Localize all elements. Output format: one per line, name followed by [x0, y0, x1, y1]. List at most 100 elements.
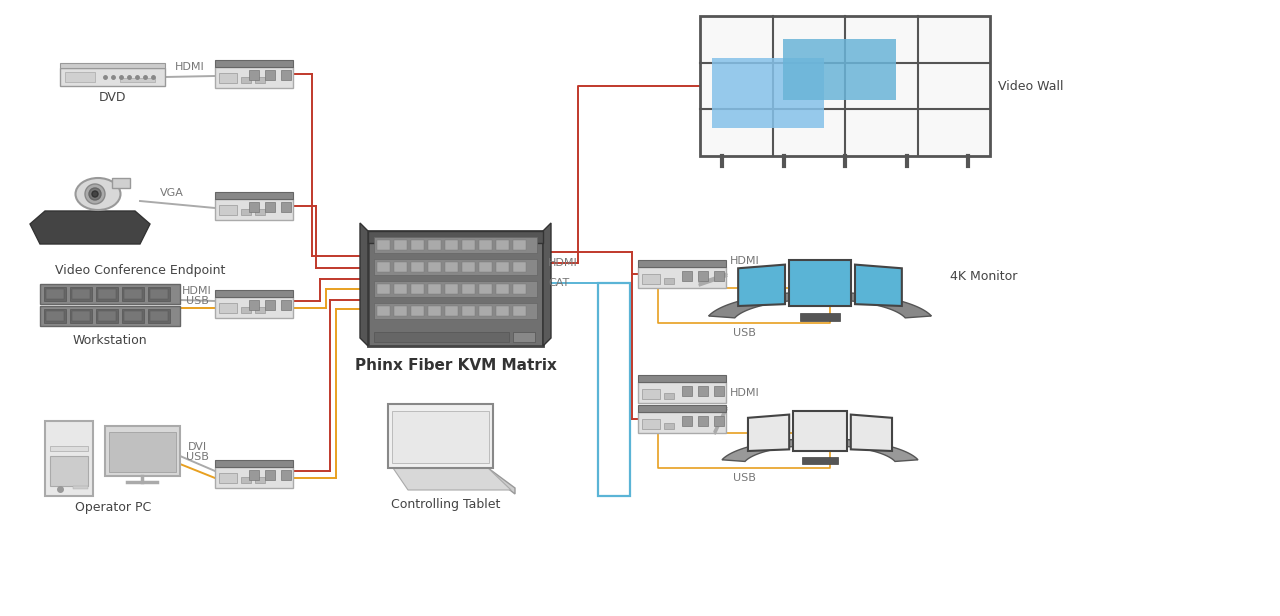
- Bar: [513, 306, 526, 316]
- Text: USB: USB: [732, 328, 755, 338]
- Bar: [428, 240, 442, 250]
- Bar: [96, 309, 118, 323]
- Bar: [445, 284, 458, 294]
- Bar: [394, 306, 407, 316]
- Polygon shape: [709, 292, 932, 318]
- Text: Video Conference Endpoint: Video Conference Endpoint: [55, 264, 225, 277]
- Bar: [96, 287, 118, 301]
- Bar: [378, 284, 390, 294]
- Bar: [150, 311, 168, 321]
- Bar: [462, 306, 475, 316]
- Bar: [282, 300, 291, 310]
- Bar: [479, 240, 492, 250]
- Text: USB: USB: [186, 452, 209, 462]
- Bar: [378, 240, 390, 250]
- Bar: [714, 271, 724, 281]
- Bar: [698, 271, 708, 281]
- Bar: [392, 411, 489, 463]
- Polygon shape: [855, 265, 902, 306]
- Bar: [394, 284, 407, 294]
- Bar: [282, 70, 291, 80]
- Bar: [215, 460, 293, 467]
- Bar: [411, 306, 424, 316]
- Bar: [479, 306, 492, 316]
- Bar: [255, 307, 265, 313]
- Bar: [643, 389, 660, 399]
- Bar: [513, 240, 526, 250]
- Bar: [250, 70, 259, 80]
- Bar: [698, 386, 708, 396]
- Bar: [800, 313, 840, 321]
- Bar: [255, 209, 265, 215]
- Bar: [215, 67, 293, 88]
- Bar: [44, 287, 67, 301]
- Bar: [215, 297, 293, 318]
- Bar: [497, 262, 509, 272]
- Text: HDMI: HDMI: [182, 286, 212, 296]
- Bar: [73, 486, 88, 489]
- Bar: [72, 311, 90, 321]
- Text: HDMI: HDMI: [730, 256, 760, 266]
- Bar: [40, 306, 180, 326]
- Polygon shape: [722, 439, 918, 461]
- Text: Video Wall: Video Wall: [998, 79, 1064, 92]
- Bar: [122, 287, 143, 301]
- Bar: [265, 202, 275, 212]
- Bar: [428, 306, 442, 316]
- Text: Workstation: Workstation: [73, 334, 147, 347]
- Bar: [70, 309, 92, 323]
- Text: USB: USB: [732, 473, 755, 483]
- Bar: [479, 262, 492, 272]
- Text: HDMI: HDMI: [730, 388, 760, 398]
- Bar: [428, 262, 442, 272]
- Bar: [120, 78, 155, 82]
- Polygon shape: [29, 211, 150, 244]
- Bar: [788, 260, 851, 306]
- Bar: [215, 290, 293, 297]
- Bar: [462, 262, 475, 272]
- Bar: [637, 382, 726, 403]
- Bar: [394, 262, 407, 272]
- Bar: [219, 205, 237, 215]
- Bar: [698, 416, 708, 426]
- Bar: [265, 470, 275, 480]
- Polygon shape: [488, 468, 515, 494]
- Text: Controlling Tablet: Controlling Tablet: [390, 498, 500, 511]
- Bar: [46, 289, 64, 299]
- Bar: [46, 311, 64, 321]
- Bar: [65, 72, 95, 82]
- Bar: [44, 309, 67, 323]
- Bar: [445, 240, 458, 250]
- Bar: [219, 73, 237, 83]
- Bar: [374, 259, 538, 275]
- Polygon shape: [739, 265, 785, 306]
- Bar: [637, 412, 726, 433]
- Bar: [714, 386, 724, 396]
- Bar: [445, 306, 458, 316]
- Text: DVI: DVI: [187, 442, 206, 452]
- Polygon shape: [360, 223, 369, 346]
- Bar: [479, 284, 492, 294]
- Bar: [664, 423, 675, 429]
- Polygon shape: [393, 468, 511, 490]
- Bar: [250, 202, 259, 212]
- Bar: [712, 58, 824, 128]
- Polygon shape: [851, 415, 892, 451]
- Bar: [219, 473, 237, 483]
- Bar: [374, 281, 538, 297]
- Bar: [497, 284, 509, 294]
- Bar: [792, 410, 847, 451]
- Bar: [637, 405, 726, 412]
- Bar: [513, 332, 535, 342]
- Bar: [643, 419, 660, 429]
- Bar: [714, 416, 724, 426]
- Bar: [664, 278, 675, 284]
- Bar: [99, 289, 116, 299]
- Bar: [513, 262, 526, 272]
- Ellipse shape: [92, 191, 99, 197]
- Bar: [378, 262, 390, 272]
- Ellipse shape: [90, 188, 101, 200]
- Bar: [374, 303, 538, 319]
- Bar: [682, 271, 692, 281]
- Bar: [50, 456, 88, 486]
